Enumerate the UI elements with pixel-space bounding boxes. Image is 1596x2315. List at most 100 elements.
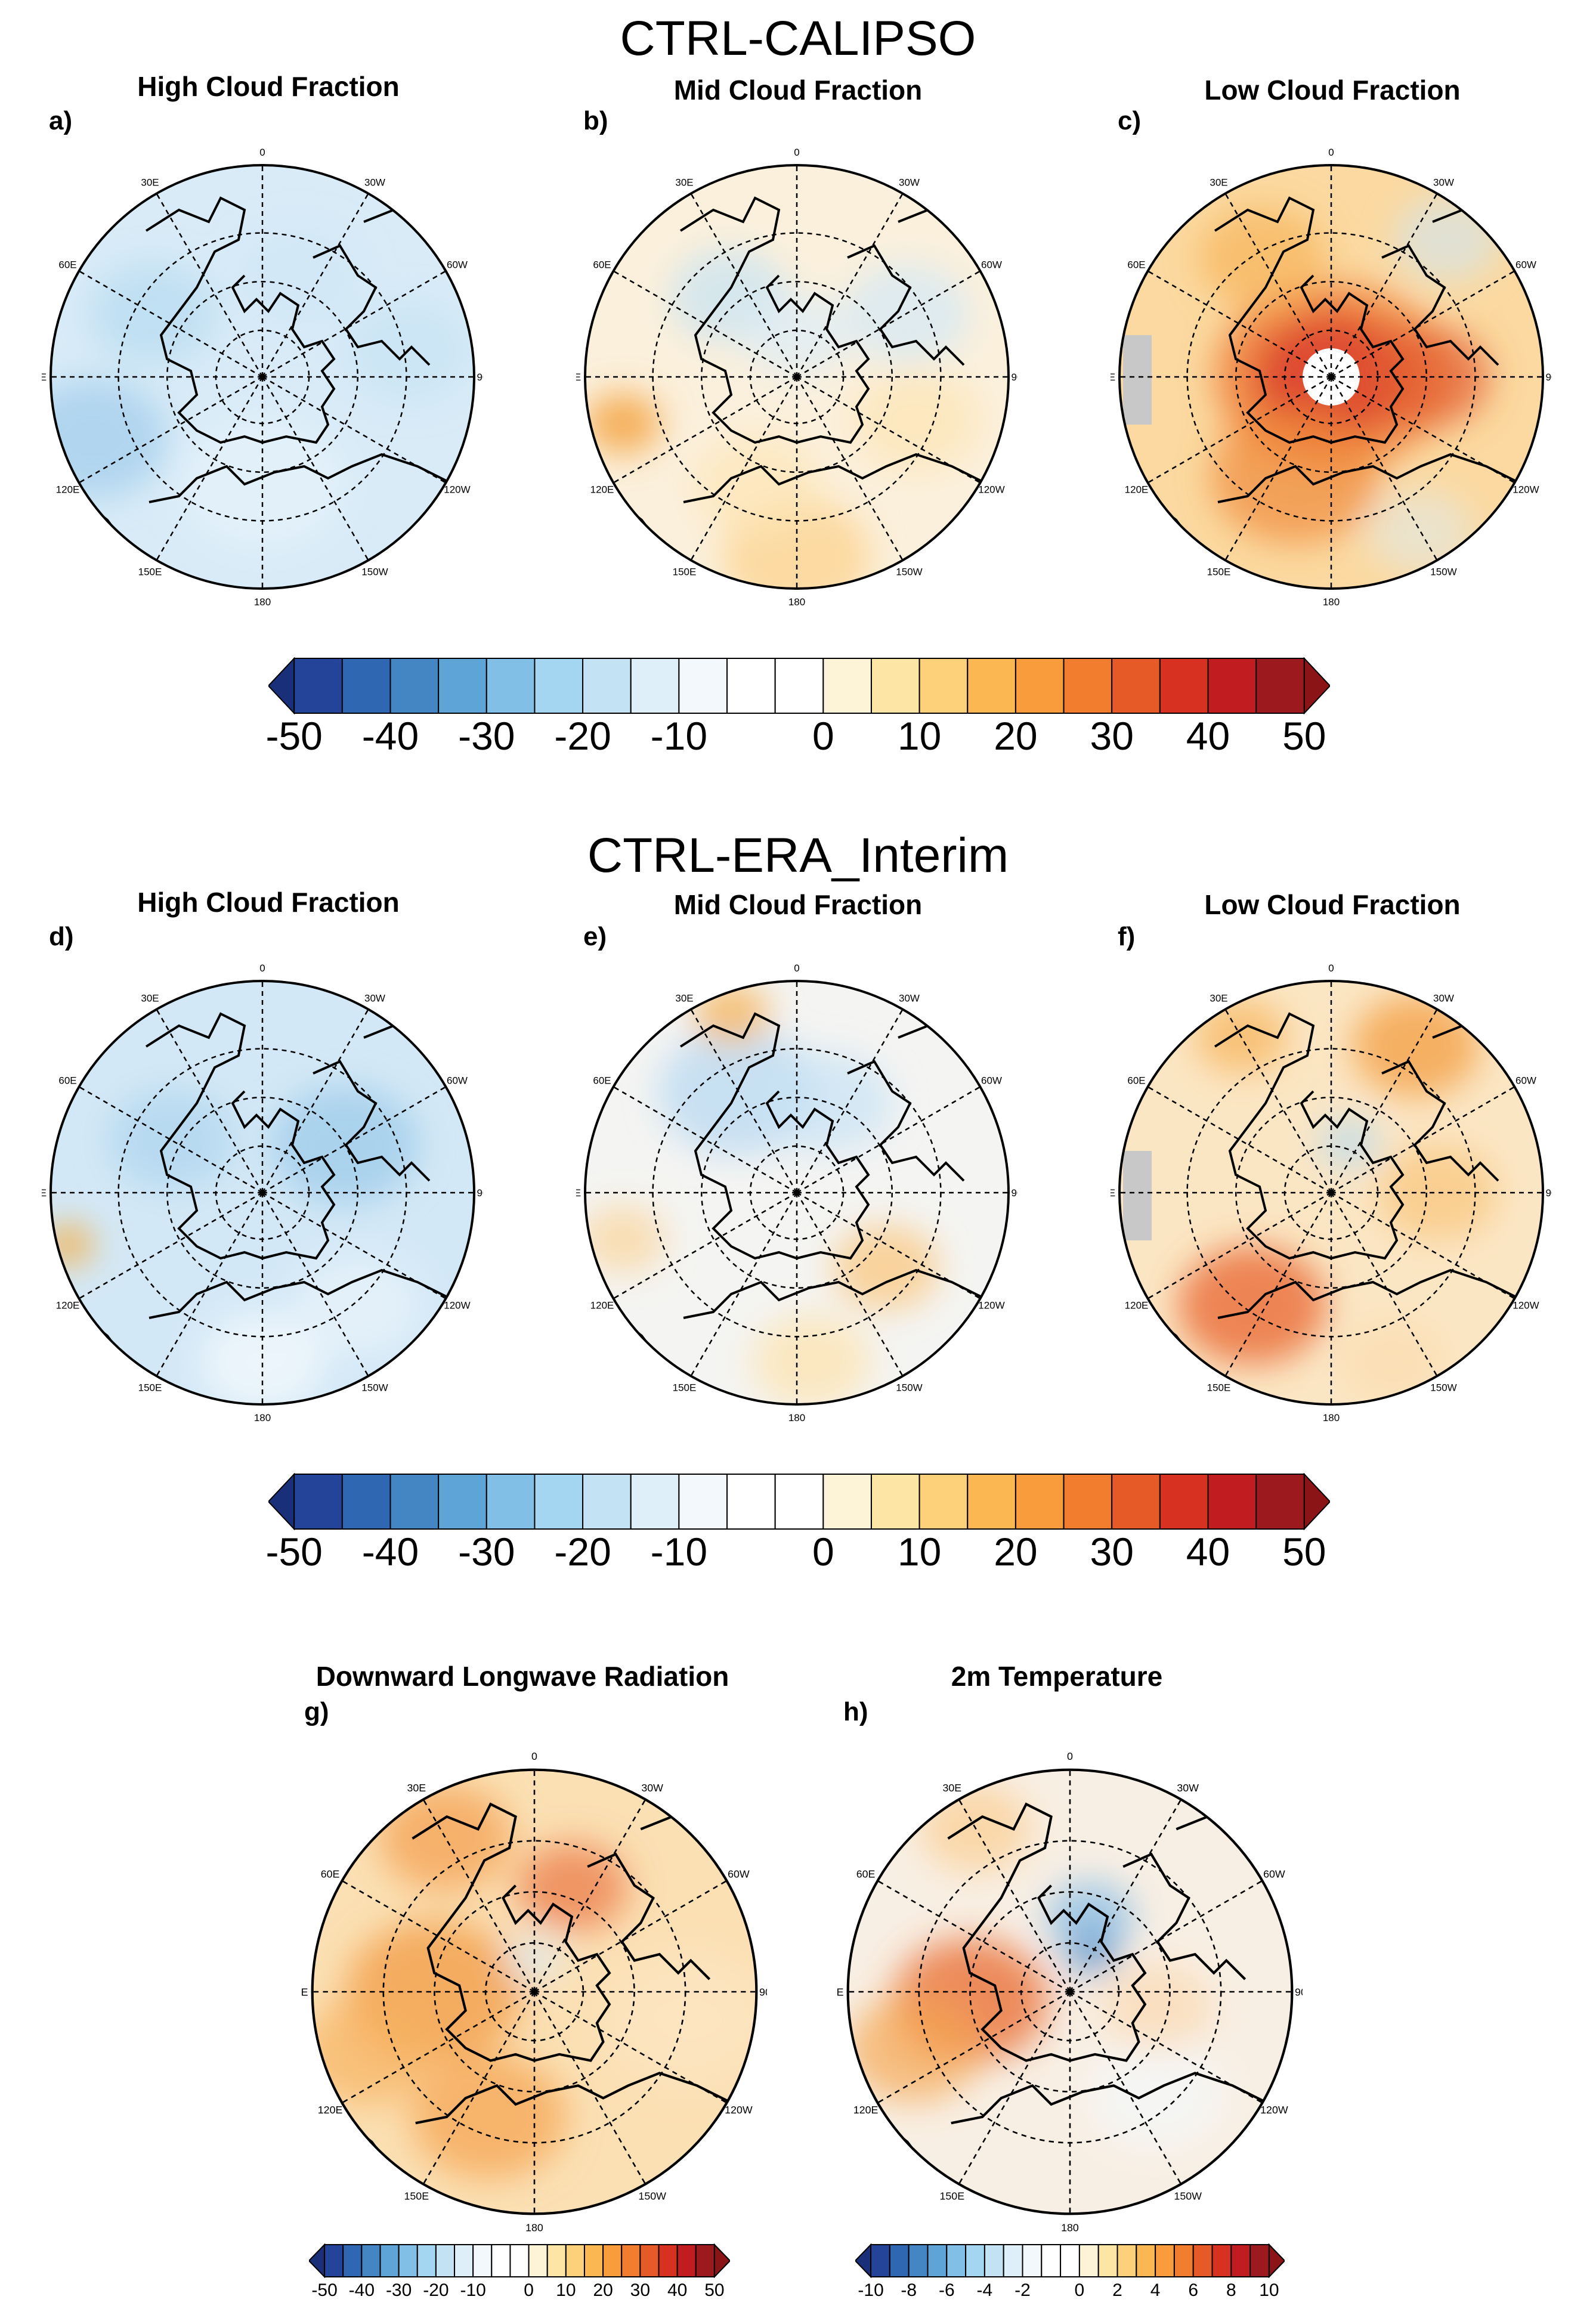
colorbar-box [1116, 2244, 1137, 2277]
longitude-label: 90W [1546, 1187, 1552, 1199]
longitude-label: 150W [1430, 566, 1456, 577]
longitude-label: 120E [318, 2104, 343, 2116]
longitude-label: 30E [141, 177, 159, 188]
colorbar-box [870, 1474, 920, 1530]
longitude-label: 0 [1328, 147, 1334, 158]
anomaly-blob [766, 1052, 893, 1155]
longitude-label: 30W [641, 1782, 663, 1794]
anomaly-blob [199, 1311, 326, 1404]
colorbar-box [509, 2244, 530, 2277]
longitude-label: 90W [477, 1187, 483, 1199]
longitude-label: 120W [978, 484, 1004, 496]
colorbar-tick-label: 0 [1074, 2280, 1085, 2300]
colorbar-tick-label: 30 [630, 2280, 651, 2300]
anomaly-blob [312, 1999, 434, 2106]
colorbar-tick-label: -50 [265, 1530, 323, 1574]
coastline [847, 244, 965, 366]
colorbar-box [822, 1474, 872, 1530]
longitude-label: 60E [1127, 259, 1145, 271]
latitude-circle [166, 1097, 358, 1289]
colorbar-box [678, 658, 728, 714]
longitude-label: 60E [593, 1075, 611, 1087]
longitude-label: 90W [1295, 1986, 1303, 1998]
colorbar-box [534, 1474, 584, 1530]
colorbar-box [1136, 2244, 1156, 2277]
anomaly-blob [752, 1314, 871, 1404]
colorbar-high-arrow [1268, 2243, 1285, 2278]
longitude-label: 60E [856, 1868, 876, 1880]
colorbar-box [658, 2244, 678, 2277]
colorbar-tick-label: -40 [361, 714, 419, 758]
colorbar-box [342, 2244, 363, 2277]
colorbar-high-arrow [1303, 657, 1330, 714]
colorbar-box [485, 658, 536, 714]
longitude-label: 180 [1323, 1412, 1340, 1423]
colorbar-tick-label: 4 [1150, 2280, 1161, 2300]
section-title-calipso: CTRL-CALIPSO [620, 11, 976, 66]
longitude-label: 150E [673, 566, 697, 577]
colorbar-box [908, 2244, 929, 2277]
colorbar-tick-label: 40 [667, 2280, 688, 2300]
colorbar-box [639, 2244, 660, 2277]
colorbar-low-arrow [855, 2243, 872, 2278]
colorbar-box [918, 1474, 969, 1530]
colorbar-tick-label: -30 [458, 1530, 515, 1574]
anomaly-blob [848, 1995, 981, 2102]
longitude-label: 60W [447, 259, 468, 271]
longitude-label: 90E [42, 372, 47, 383]
anomaly-blob [1102, 1963, 1213, 2052]
coastline [847, 1060, 965, 1182]
colorbar-box [946, 2244, 967, 2277]
colorbar-box [438, 658, 487, 714]
longitude-label: 120W [978, 1300, 1004, 1311]
colorbar-box [454, 2244, 474, 2277]
colorbar-tick-label: 50 [1282, 1530, 1326, 1574]
colorbar-t2m [855, 2243, 1285, 2278]
colorbar-box [416, 2244, 437, 2277]
longitude-label: 0 [794, 147, 799, 158]
colorbar-box [341, 1474, 391, 1530]
coastline [683, 453, 988, 503]
colorbar-tick-label: 50 [1282, 714, 1326, 758]
longitude-label: 180 [254, 596, 271, 608]
colorbar-box [1192, 2244, 1213, 2277]
longitude-label: 30W [1177, 1782, 1199, 1794]
missing-data-patch [1123, 335, 1152, 425]
colorbar-box [1173, 2244, 1194, 2277]
coastline [313, 1060, 431, 1182]
latitude-circle [1235, 281, 1427, 473]
colorbar-box [1060, 2244, 1080, 2277]
colorbar-box [1155, 2244, 1175, 2277]
latitude-circle [701, 281, 893, 473]
longitude-label: 120E [590, 484, 614, 496]
colorbar-dlw-labels: -50 -40 -30 -20 -10 0 10 20 30 40 50 [309, 2280, 730, 2304]
anomaly-blob [1378, 1145, 1496, 1240]
colorbar-box [1063, 658, 1113, 714]
colorbar-box [967, 1474, 1016, 1530]
map-panel-c: 0 30W 60W 90W 120W 150W 180 150E 120E 90E 60E 30E [1111, 147, 1552, 608]
anomaly-blob [852, 369, 980, 472]
colorbar-tick-label: 30 [1090, 714, 1134, 758]
longitude-label: 30E [407, 1782, 426, 1794]
longitude-label: 0 [531, 1750, 537, 1762]
colorbar-era-labels: -50 -40 -30 -20 -10 0 10 20 30 40 50 [265, 1529, 1330, 1577]
coastline [1122, 1852, 1247, 1980]
colorbar-tick-label: 40 [1186, 1530, 1230, 1574]
colorbar-box [822, 658, 872, 714]
longitude-label: 60W [1263, 1868, 1285, 1880]
map-panel-f: 0 30W 60W 90W 120W 150W 180 150E 120E 90E 60E 30E [1111, 962, 1552, 1423]
longitude-label: 120E [1125, 484, 1149, 496]
colorbar-box [918, 658, 969, 714]
colorbar-box [630, 658, 680, 714]
coastline [149, 453, 454, 503]
longitude-label: 30E [1210, 993, 1227, 1004]
longitude-label: 60W [1515, 1075, 1536, 1087]
colorbar-tick-label: -10 [650, 714, 708, 758]
colorbar-box [1159, 1474, 1209, 1530]
colorbar-box [341, 658, 391, 714]
colorbar-box [293, 1474, 343, 1530]
anomaly-blob [1046, 1881, 1135, 1952]
longitude-label: 150E [1207, 566, 1231, 577]
longitude-label: 180 [1061, 2222, 1079, 2234]
colorbar-box [1159, 658, 1209, 714]
